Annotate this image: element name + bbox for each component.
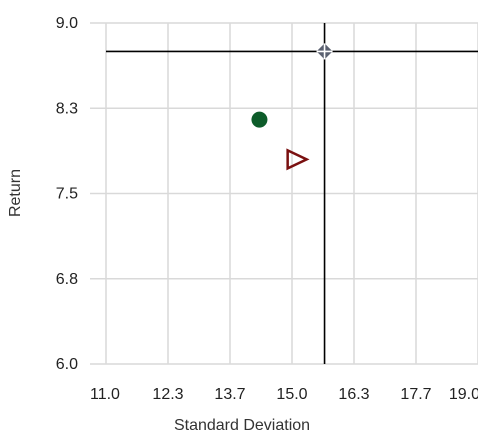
y-axis-label: Return [7,169,24,217]
y-tick-label: 8.3 [56,100,78,117]
x-axis-label: Standard Deviation [174,417,310,434]
data-points [251,43,333,171]
x-tick-label: 13.7 [214,386,245,403]
y-tick-label: 9.0 [56,15,78,32]
crosshair [106,23,478,364]
y-tick-labels: 6.0 6.8 7.5 8.3 9.0 [56,15,78,373]
x-tick-label: 19.0 [449,386,478,403]
x-tick-label: 17.7 [400,386,431,403]
grid [90,22,478,365]
x-tick-label: 12.3 [152,386,183,403]
x-tick-label: 11.0 [90,386,120,403]
y-tick-label: 6.0 [56,356,78,373]
y-tick-label: 6.8 [56,271,78,288]
x-tick-label: 15.0 [276,386,307,403]
x-tick-labels: 11.0 12.3 13.7 15.0 16.3 17.7 19.0 [90,386,478,403]
y-tick-label: 7.5 [56,186,78,203]
point-triangle [286,148,310,171]
x-tick-label: 16.3 [338,386,369,403]
point-circle [251,111,268,128]
